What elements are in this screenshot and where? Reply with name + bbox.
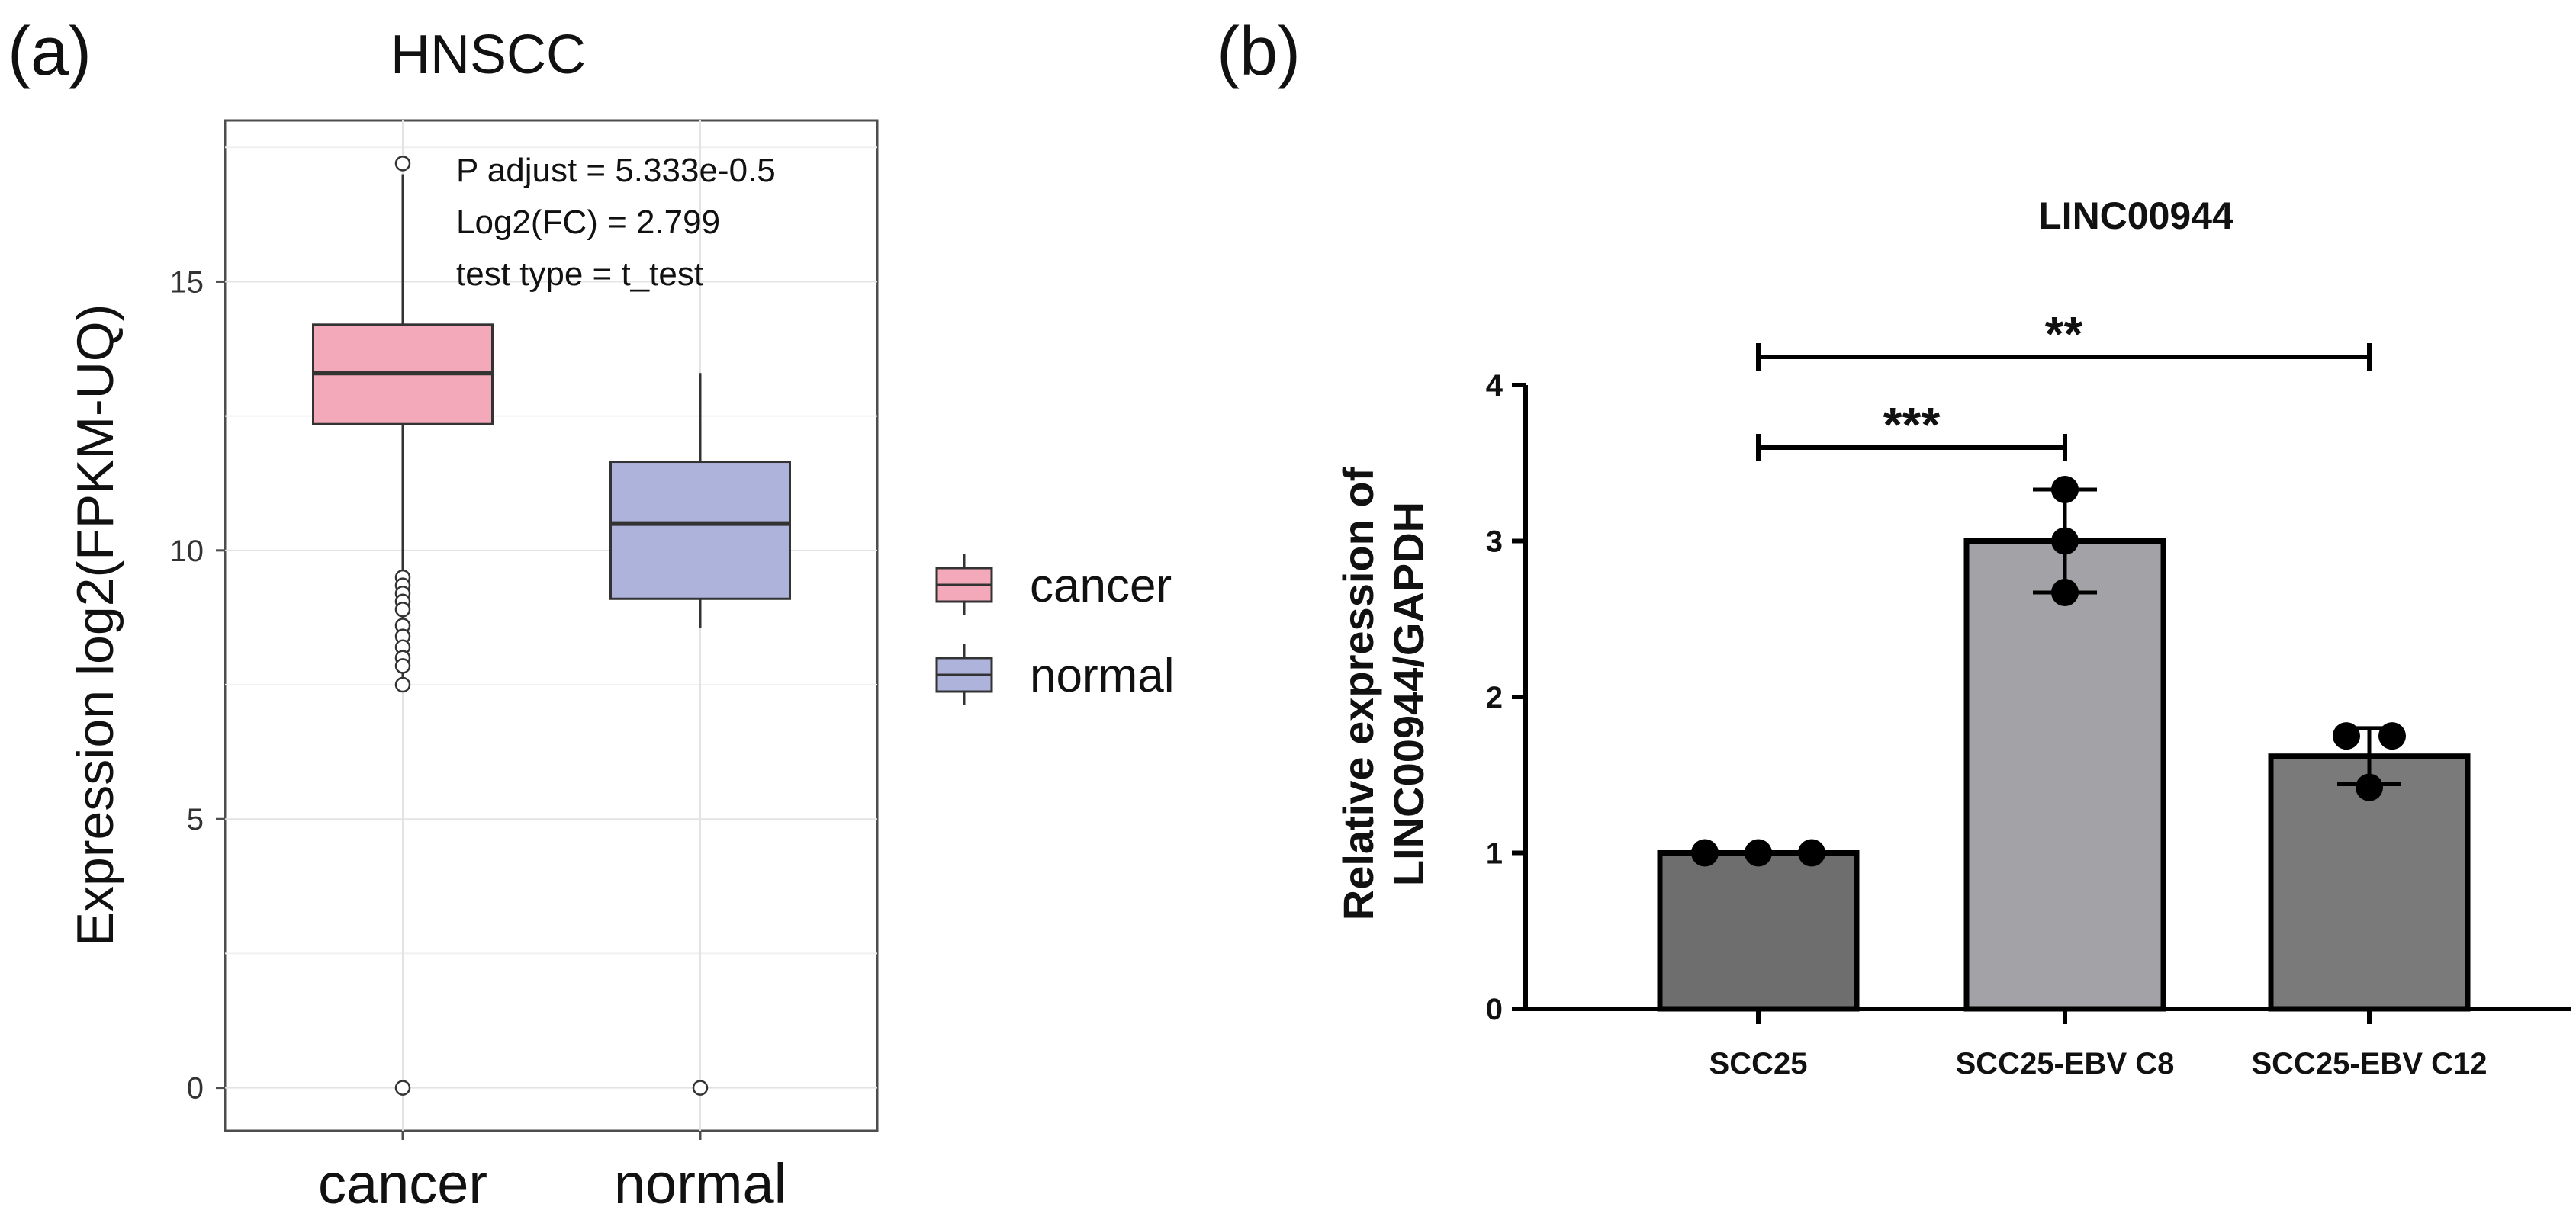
bar-2	[1963, 538, 2166, 1012]
replicate-point	[1798, 839, 1825, 867]
outlier-point	[394, 676, 411, 693]
box-normal	[609, 461, 791, 600]
y-tick-label: 0	[1486, 993, 1503, 1026]
annotation-log2fc: Log2(FC) = 2.799	[456, 204, 720, 241]
plot-b-significance: *****	[1756, 307, 2372, 461]
annotation-test-type: test type = t_test	[456, 255, 703, 293]
y-tick-label: 15	[170, 265, 204, 299]
panel-b-label: (b)	[1217, 14, 1301, 90]
y-tick-label: 5	[187, 803, 204, 836]
legend-normal-label: normal	[1030, 650, 1175, 702]
x-tick-label: SCC25-EBV C12	[2251, 1047, 2487, 1080]
outlier-point	[692, 1080, 709, 1096]
legend-a: cancer normal	[935, 554, 1175, 705]
chart-b-title: LINC00944	[2038, 194, 2233, 237]
panel-b-bar-chart: (b) LINC00944 Relative expression of LIN…	[1217, 14, 2571, 1080]
panel-a-label: (a)	[8, 14, 92, 90]
y-tick-label: 10	[170, 535, 204, 568]
replicate-point	[2333, 722, 2360, 750]
y-tick-label: 4	[1486, 369, 1503, 403]
replicate-point	[2356, 773, 2383, 801]
chart-a-y-axis-label: Expression log2(FPKM-UQ)	[66, 304, 124, 947]
y-tick-label: 3	[1486, 525, 1503, 559]
plot-a-boxes	[312, 156, 791, 1096]
plot-a-x-ticks: cancer normal	[318, 1131, 786, 1215]
annotation-p-adjust: P adjust = 5.333e-0.5	[456, 152, 776, 189]
x-tick-label: normal	[614, 1152, 786, 1215]
y-axis-label-line-2: LINC00944/GAPDH	[1384, 502, 1433, 886]
plot-a-frame	[224, 119, 879, 1132]
legend-cancer-label: cancer	[1030, 560, 1172, 612]
bar-1	[1657, 850, 1860, 1012]
plot-a-y-ticks: 0 5 10 15	[170, 265, 225, 1106]
outlier-point	[394, 658, 411, 674]
outlier-point	[394, 156, 411, 172]
replicate-point	[2378, 722, 2406, 750]
y-tick-label: 0	[187, 1072, 204, 1106]
y-axis-label-line-1: Relative expression of	[1334, 467, 1382, 920]
panel-a-boxplot: (a) HNSCC 0 5 10 15 cancer normal Expression…	[8, 14, 1175, 1215]
x-tick-label: cancer	[318, 1152, 487, 1215]
replicate-point	[1745, 839, 1772, 867]
outlier-point	[394, 602, 411, 618]
replicate-point	[2051, 527, 2079, 555]
chart-a-title: HNSCC	[391, 24, 586, 85]
chart-b-y-axis-label: Relative expression of LINC00944/GAPDH	[1334, 467, 1433, 920]
replicate-point	[1691, 839, 1719, 867]
significance-label: **	[2045, 307, 2083, 361]
y-tick-label: 1	[1486, 837, 1503, 871]
x-tick-label: SCC25	[1709, 1047, 1808, 1080]
x-tick-label: SCC25-EBV C8	[1956, 1047, 2175, 1080]
y-tick-label: 2	[1486, 681, 1503, 714]
replicate-point	[2051, 578, 2079, 606]
significance-label: ***	[1883, 397, 1941, 452]
stats-annotation: P adjust = 5.333e-0.5 Log2(FC) = 2.799 t…	[456, 152, 776, 293]
outlier-point	[394, 1080, 411, 1096]
plot-b-bars	[1657, 476, 2471, 1012]
replicate-point	[2051, 476, 2079, 504]
